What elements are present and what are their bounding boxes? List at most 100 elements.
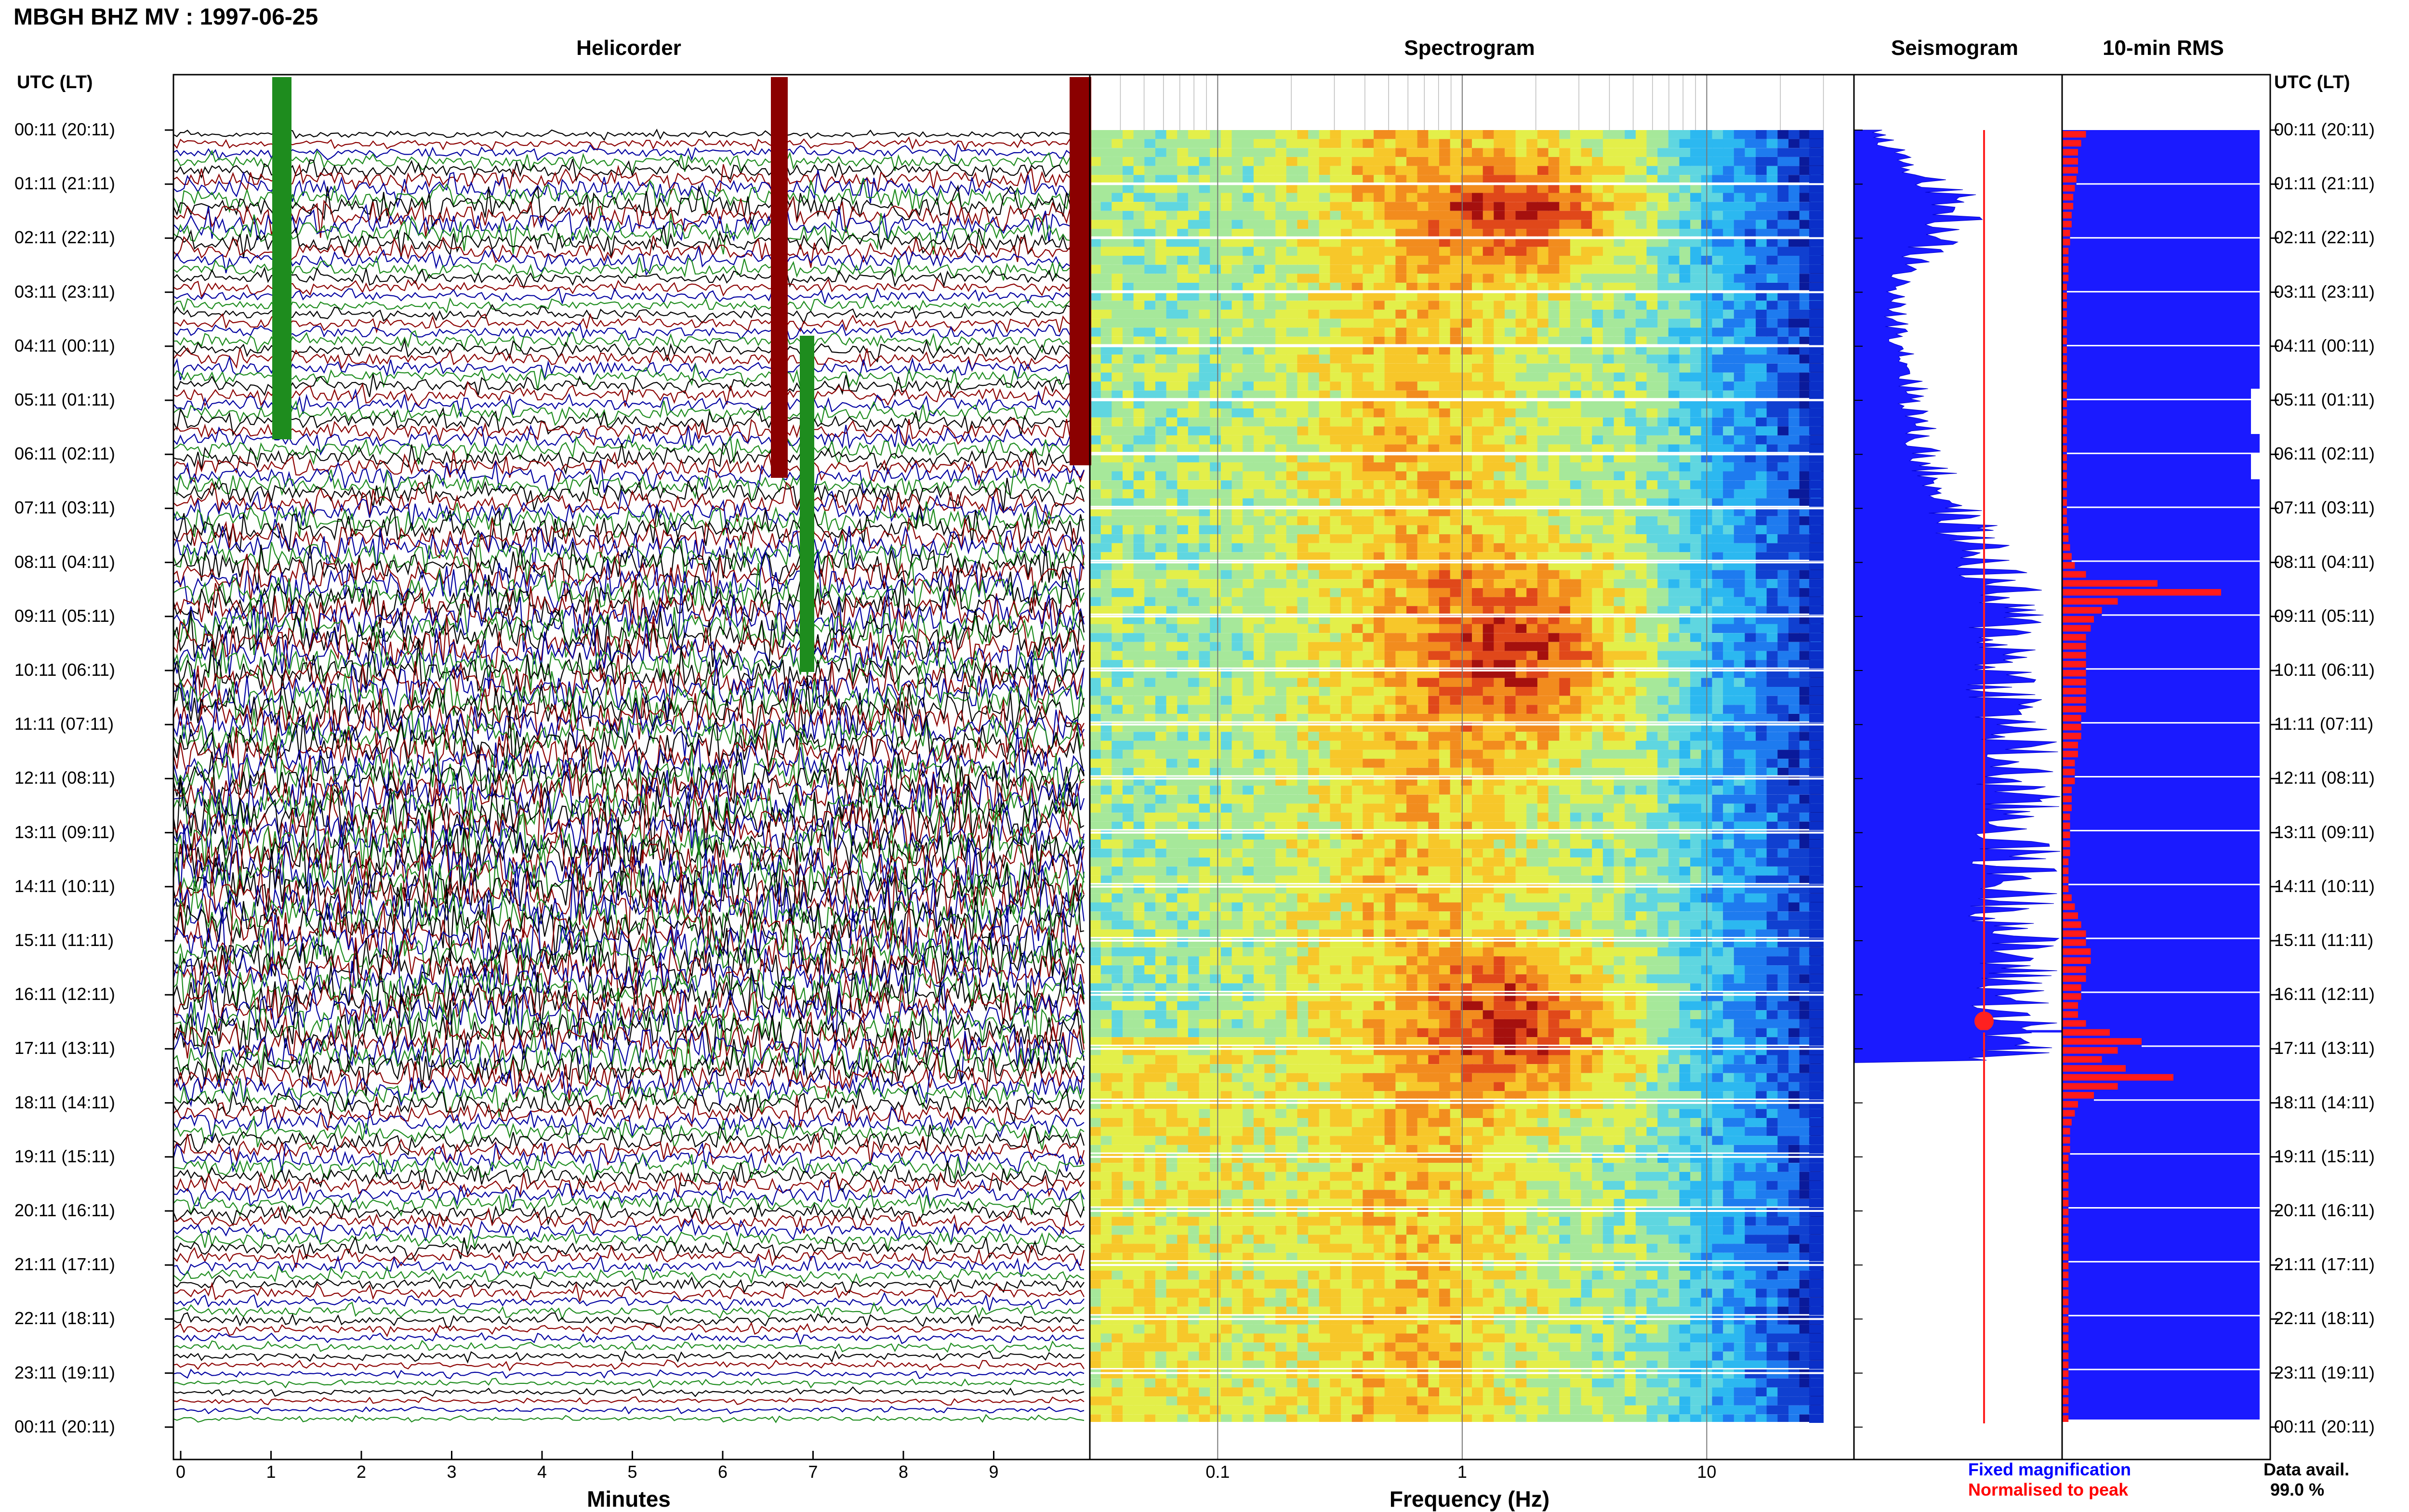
spectrogram-cell <box>1166 642 1178 651</box>
spectrogram-cell <box>1494 256 1505 265</box>
spectrogram-cell <box>1635 444 1647 452</box>
spectrogram-cell <box>1319 507 1331 516</box>
spectrogram-cell <box>1220 732 1232 741</box>
spectrogram-cell <box>1548 714 1560 722</box>
spectrogram-cell <box>1177 417 1189 427</box>
spectrogram-cell <box>1123 516 1134 526</box>
spectrogram-cell <box>1472 184 1483 193</box>
spectrogram-cell <box>1100 184 1112 193</box>
spectrogram-cell <box>1723 408 1734 418</box>
spectrogram-cell <box>1439 633 1451 642</box>
spectrogram-cell <box>1177 507 1189 516</box>
spectrogram-cell <box>1428 561 1440 570</box>
spectrogram-cell <box>1231 749 1244 759</box>
spectrogram-cell <box>1592 606 1603 614</box>
spectrogram-cell <box>1363 435 1375 445</box>
spectrogram-cell <box>1166 597 1178 606</box>
spectrogram-cell <box>1766 435 1778 445</box>
spectrogram-cell <box>1723 264 1734 274</box>
spectrogram-cell <box>1766 318 1778 328</box>
spectrogram-cell <box>1494 345 1505 355</box>
spectrogram-cell <box>1363 408 1375 418</box>
spectrogram-cell <box>1439 740 1451 750</box>
spectrogram-cell <box>1330 624 1342 633</box>
spectrogram-cell <box>1799 534 1811 543</box>
spectrogram-cell <box>1745 166 1757 175</box>
spectrogram-cell <box>1090 175 1101 183</box>
spectrogram-cell <box>1581 345 1593 355</box>
spectrogram-cell <box>1690 220 1702 229</box>
spectrogram-cell <box>1777 624 1789 633</box>
spectrogram-cell <box>1799 417 1811 427</box>
spectrogram-cell <box>1210 525 1221 534</box>
spectrogram-cell <box>1351 175 1363 183</box>
spectrogram-cell <box>1428 318 1440 328</box>
spectrogram-cell <box>1766 462 1778 472</box>
spectrogram-cell <box>1363 534 1375 543</box>
spectrogram-cell <box>1090 229 1101 237</box>
spectrogram-cell <box>1253 328 1265 337</box>
spectrogram-cell <box>1253 166 1265 175</box>
spectrogram-cell <box>1363 264 1375 274</box>
spectrogram-cell <box>1243 274 1254 283</box>
spectrogram-cell <box>1526 130 1538 139</box>
spectrogram-cell <box>1635 740 1647 750</box>
spectrogram-cell <box>1286 381 1298 391</box>
spectrogram-cell <box>1788 345 1800 355</box>
spectrogram-cell <box>1482 516 1495 526</box>
spectrogram-cell <box>1374 561 1385 570</box>
spectrogram-cell <box>1144 390 1156 398</box>
spectrogram-cell <box>1450 534 1462 543</box>
spectrogram-cell <box>1482 301 1495 310</box>
spectrogram-cell <box>1756 489 1767 499</box>
spectrogram-cell <box>1330 381 1342 391</box>
spectrogram-cell <box>1428 714 1440 722</box>
spectrogram-cell <box>1112 381 1123 391</box>
spectrogram-cell <box>1777 193 1789 202</box>
spectrogram-cell <box>1351 552 1363 560</box>
spectrogram-cell <box>1351 480 1363 489</box>
spectrogram-cell <box>1439 660 1451 668</box>
spectrogram-cell <box>1482 372 1495 381</box>
spectrogram-cell <box>1243 732 1254 741</box>
spectrogram-cell <box>1308 740 1320 750</box>
spectrogram-cell <box>1231 237 1244 247</box>
spectrogram-cell <box>1374 534 1385 543</box>
spectrogram-cell <box>1450 148 1462 157</box>
spectrogram-cell <box>1188 247 1200 256</box>
spectrogram-cell <box>1461 471 1472 481</box>
spectrogram-cell <box>1494 597 1505 606</box>
spectrogram-cell <box>1548 740 1560 750</box>
spectrogram-cell <box>1188 759 1200 768</box>
spectrogram-cell <box>1220 345 1232 355</box>
spectrogram-cell <box>1482 588 1495 597</box>
spectrogram-cell <box>1275 525 1287 534</box>
spectrogram-cell <box>1668 597 1680 606</box>
spectrogram-cell <box>1220 507 1232 516</box>
spectrogram-cell <box>1275 157 1287 166</box>
spectrogram-cell <box>1395 166 1407 175</box>
spectrogram-cell <box>1406 687 1418 696</box>
spectrogram-cell <box>1100 552 1112 560</box>
spectrogram-cell <box>1166 363 1178 373</box>
spectrogram-cell <box>1581 408 1593 418</box>
spectrogram-cell <box>1253 561 1265 570</box>
spectrogram-cell <box>1351 534 1363 543</box>
spectrogram-cell <box>1690 759 1702 768</box>
spectrogram-cell <box>1482 399 1495 408</box>
spectrogram-cell <box>1657 516 1669 526</box>
spectrogram-cell <box>1745 570 1757 579</box>
spectrogram-cell <box>1210 579 1221 588</box>
spectrogram-cell <box>1166 749 1178 759</box>
spectrogram-cell <box>1395 588 1407 597</box>
spectrogram-cell <box>1548 274 1560 283</box>
spectrogram-cell <box>1581 372 1593 381</box>
spectrogram-cell <box>1723 498 1734 506</box>
spectrogram-cell <box>1602 696 1615 705</box>
spectrogram-cell <box>1231 498 1244 506</box>
spectrogram-cell <box>1319 740 1331 750</box>
spectrogram-cell <box>1286 525 1298 534</box>
spectrogram-cell <box>1734 489 1746 499</box>
spectrogram-cell <box>1461 678 1472 687</box>
spectrogram-cell <box>1166 184 1178 193</box>
